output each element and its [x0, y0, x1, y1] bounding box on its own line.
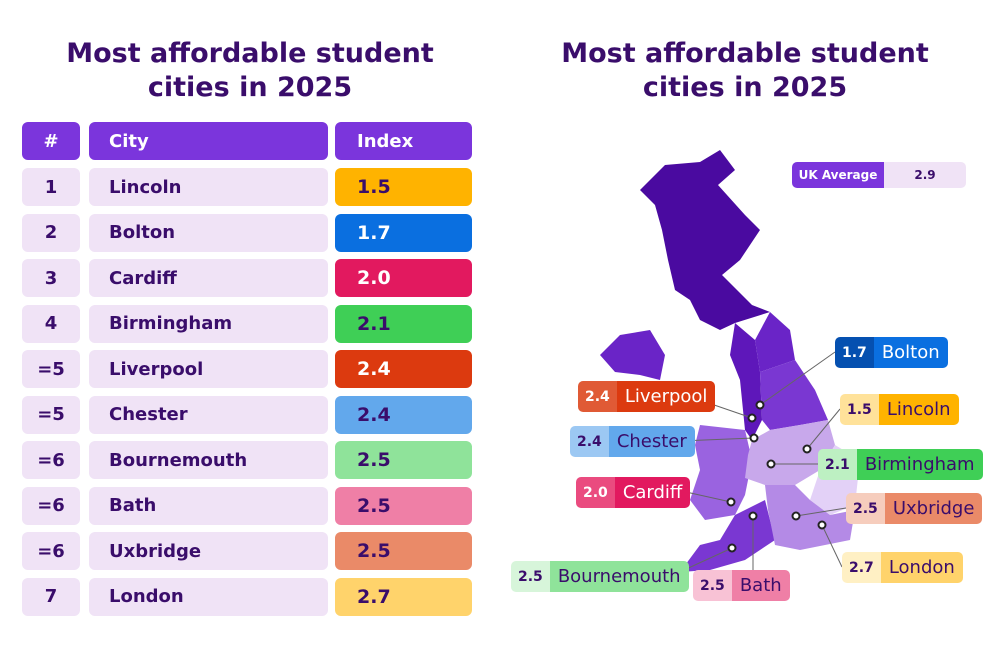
index-cell: 2.1: [335, 304, 472, 343]
rank-cell: =6: [22, 441, 80, 479]
index-cell: 2.5: [335, 441, 472, 479]
map-label-index: 2.0: [576, 477, 615, 508]
city-marker: [748, 511, 758, 521]
city-marker: [766, 459, 776, 469]
uk-average-label: UK Average: [792, 162, 884, 188]
city-cell: Bath: [89, 486, 328, 525]
map-label-city: London: [880, 552, 963, 583]
map-label-index: 2.5: [511, 561, 550, 592]
rank-cell: =5: [22, 350, 80, 388]
city-cell: Bournemouth: [89, 441, 328, 479]
region-north-east: [755, 312, 795, 372]
rank-cell: 4: [22, 304, 80, 343]
index-cell: 2.7: [335, 577, 472, 616]
city-marker: [755, 400, 765, 410]
map-label-city: Birmingham: [856, 449, 983, 480]
right-title: Most affordable student cities in 2025: [561, 38, 929, 103]
rank-cell: 1: [22, 168, 80, 206]
header-city: City: [89, 122, 328, 160]
rank-cell: =6: [22, 532, 80, 570]
city-cell: Chester: [89, 395, 328, 434]
header-rank: #: [22, 122, 80, 160]
map-label-lincoln: 1.5 Lincoln: [840, 394, 959, 425]
region-scotland: [640, 150, 770, 330]
map-label-chester: 2.4 Chester: [570, 426, 695, 457]
map-label-index: 1.5: [840, 394, 879, 425]
city-cell: Lincoln: [89, 168, 328, 206]
uk-average-badge: UK Average 2.9: [792, 162, 966, 188]
region-yorkshire: [760, 360, 828, 430]
uk-average-value: 2.9: [884, 162, 966, 188]
city-marker: [749, 433, 759, 443]
rank-cell: 3: [22, 259, 80, 297]
map-label-cardiff: 2.0 Cardiff: [576, 477, 691, 508]
city-cell: London: [89, 577, 328, 616]
region-northern-ireland: [600, 330, 665, 380]
map-label-city: Bath: [731, 570, 790, 601]
index-cell: 2.0: [335, 259, 472, 297]
map-label-city: Bournemouth: [549, 561, 689, 592]
rank-cell: =5: [22, 395, 80, 434]
index-cell: 2.5: [335, 532, 472, 570]
map-label-city: Cardiff: [614, 477, 691, 508]
rank-cell: 2: [22, 213, 80, 252]
region-midlands: [745, 420, 835, 485]
map-label-bournemouth: 2.5 Bournemouth: [511, 561, 689, 592]
map-label-index: 2.4: [578, 381, 617, 412]
index-cell: 1.5: [335, 168, 472, 206]
map-label-index: 2.7: [842, 552, 881, 583]
city-marker: [802, 444, 812, 454]
map-label-bolton: 1.7 Bolton: [835, 337, 948, 368]
map-label-city: Chester: [608, 426, 695, 457]
index-cell: 1.7: [335, 213, 472, 252]
map-label-city: Bolton: [873, 337, 948, 368]
left-title: Most affordable student cities in 2025: [66, 38, 434, 103]
city-marker: [817, 520, 827, 530]
leader-line: [806, 408, 841, 450]
map-label-city: Uxbridge: [884, 493, 983, 524]
region-south-east: [765, 485, 855, 550]
map-label-city: Lincoln: [878, 394, 959, 425]
city-cell: Birmingham: [89, 304, 328, 343]
city-cell: Bolton: [89, 213, 328, 252]
map-regions: [600, 150, 860, 572]
city-cell: Uxbridge: [89, 532, 328, 570]
leader-line: [759, 351, 836, 406]
header-index: Index: [335, 122, 472, 160]
map-label-uxbridge: 2.5 Uxbridge: [846, 493, 983, 524]
map-label-liverpool: 2.4 Liverpool: [578, 381, 716, 412]
city-marker: [747, 413, 757, 423]
leader-line: [821, 524, 843, 568]
city-cell: Liverpool: [89, 350, 328, 388]
city-marker: [727, 543, 737, 553]
leader-line: [685, 491, 732, 503]
map-label-city: Liverpool: [616, 381, 716, 412]
region-north-west: [730, 323, 762, 440]
index-cell: 2.5: [335, 486, 472, 525]
city-cell: Cardiff: [89, 259, 328, 297]
map-label-index: 1.7: [835, 337, 874, 368]
map-label-index: 2.1: [818, 449, 857, 480]
rank-cell: =6: [22, 486, 80, 525]
map-label-birmingham: 2.1 Birmingham: [818, 449, 983, 480]
leader-line: [795, 507, 847, 517]
city-marker: [726, 497, 736, 507]
map-label-index: 2.5: [846, 493, 885, 524]
index-cell: 2.4: [335, 395, 472, 434]
map-label-bath: 2.5 Bath: [693, 570, 790, 601]
map-label-london: 2.7 London: [842, 552, 963, 583]
city-marker: [791, 511, 801, 521]
rank-cell: 7: [22, 577, 80, 616]
map-label-index: 2.4: [570, 426, 609, 457]
map-label-index: 2.5: [693, 570, 732, 601]
index-cell: 2.4: [335, 350, 472, 388]
